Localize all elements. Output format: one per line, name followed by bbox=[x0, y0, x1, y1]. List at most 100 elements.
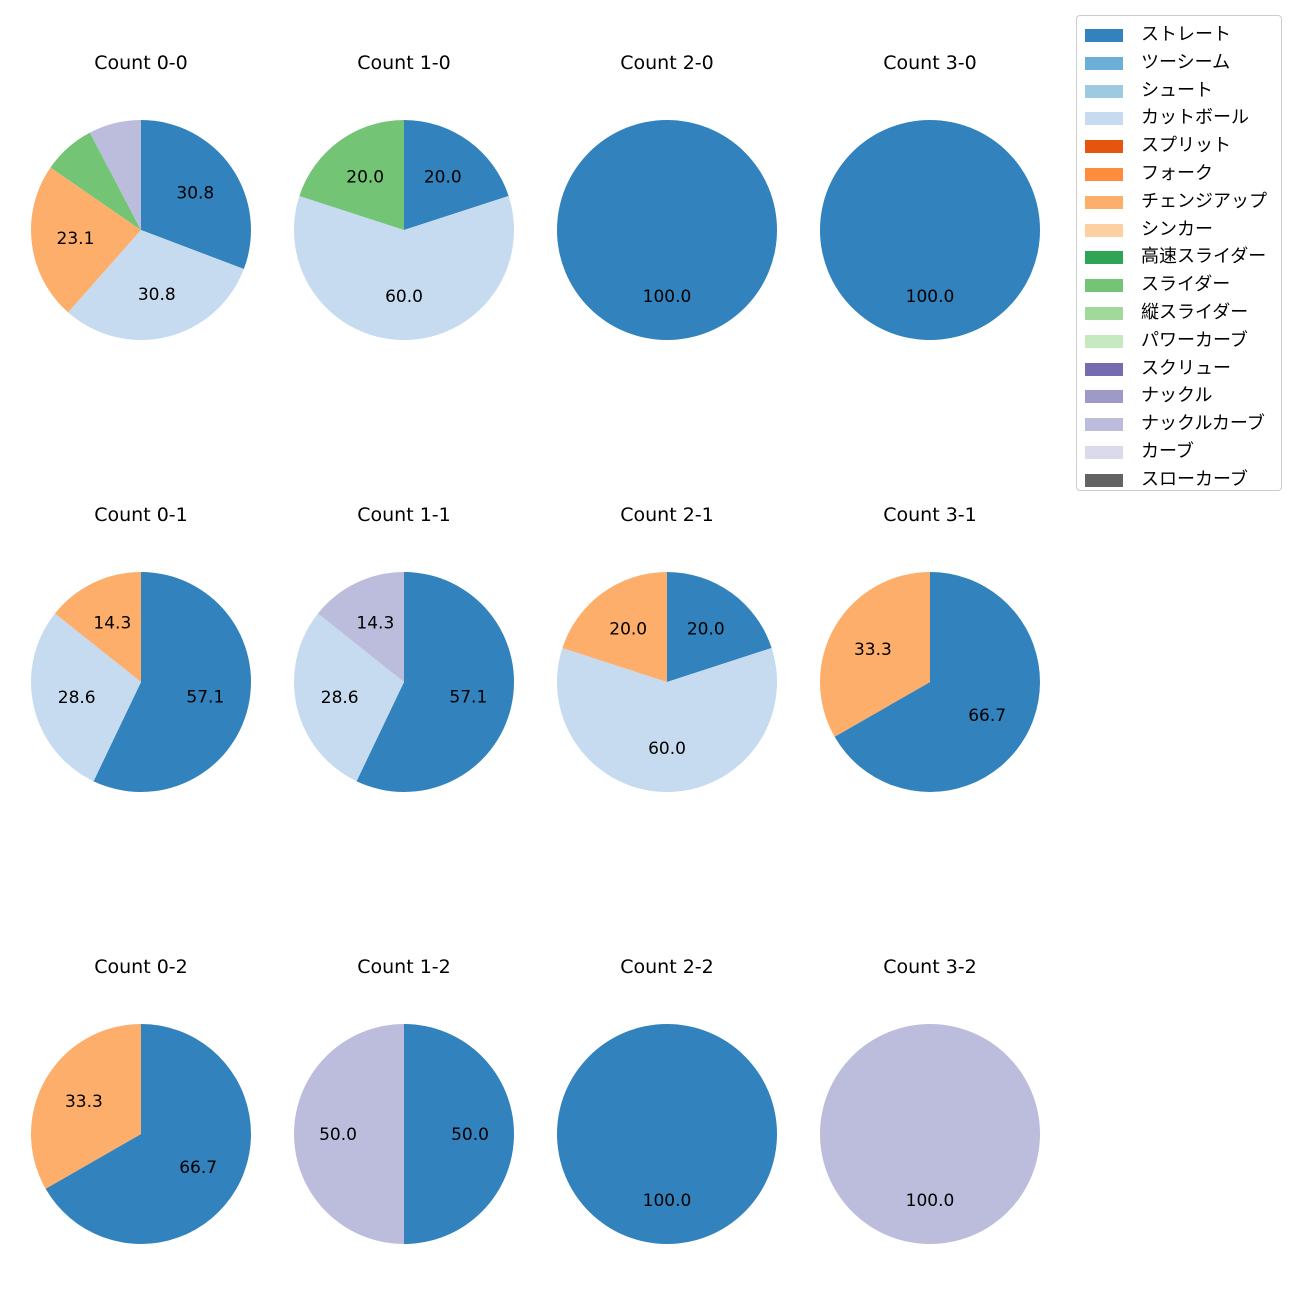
pie-title: Count 0-2 bbox=[94, 956, 188, 978]
legend-swatch bbox=[1085, 279, 1123, 293]
pie-slice bbox=[834, 572, 1040, 792]
legend-swatch bbox=[1085, 251, 1123, 265]
legend-swatch bbox=[1085, 418, 1123, 432]
legend-label: シンカー bbox=[1141, 218, 1213, 240]
legend-item: 縦スライダー bbox=[1077, 299, 1281, 327]
pie-slice-label: 57.1 bbox=[449, 688, 487, 708]
legend-item: 高速スライダー bbox=[1077, 243, 1281, 271]
pie-slice bbox=[356, 571, 515, 792]
pie-slice bbox=[31, 613, 141, 782]
pie-title: Count 1-2 bbox=[357, 956, 451, 978]
legend-label: スクリュー bbox=[1141, 357, 1231, 379]
legend-label: ツーシーム bbox=[1141, 51, 1231, 73]
pie-chart: Count 1-0 20.0 60.0 20.0 bbox=[293, 52, 514, 340]
pie-slice-label: 57.1 bbox=[186, 688, 224, 708]
pie-title: Count 3-1 bbox=[883, 504, 977, 526]
pie-slice-label: 30.8 bbox=[176, 184, 214, 204]
pie-slice bbox=[54, 572, 141, 682]
legend-swatch bbox=[1085, 473, 1123, 487]
pie-title: Count 2-1 bbox=[620, 504, 714, 526]
legend-swatch bbox=[1085, 223, 1123, 237]
pie-slice bbox=[819, 572, 930, 737]
legend-item: スローカーブ bbox=[1077, 466, 1281, 494]
pie-slice bbox=[667, 572, 772, 682]
pie-chart: Count 1-1 57.1 28.6 14.3 bbox=[294, 504, 515, 792]
legend-swatch bbox=[1085, 167, 1123, 181]
legend-item: ストレート bbox=[1077, 21, 1281, 49]
pie-slice-label: 50.0 bbox=[451, 1125, 489, 1145]
legend-label: スローカーブ bbox=[1141, 468, 1248, 490]
legend-label: パワーカーブ bbox=[1141, 329, 1248, 351]
pie-slice-label: 66.7 bbox=[179, 1158, 217, 1178]
pie-slice-label: 33.3 bbox=[854, 640, 892, 660]
legend-item: ナックル bbox=[1077, 382, 1281, 410]
pie-slice-label: 28.6 bbox=[321, 688, 359, 708]
legend-label: ナックルカーブ bbox=[1141, 413, 1265, 435]
pie-chart: Count 0-0 30.8 30.8 23.1 bbox=[30, 52, 251, 341]
legend-swatch bbox=[1085, 334, 1123, 348]
legend-item: チェンジアップ bbox=[1077, 188, 1281, 216]
pie-chart: Count 2-2 100.0 bbox=[557, 956, 777, 1244]
pie-slice bbox=[50, 132, 141, 230]
pie-slice bbox=[89, 119, 141, 230]
pie-slice-label: 14.3 bbox=[93, 614, 131, 634]
legend-label: スプリット bbox=[1141, 135, 1231, 157]
legend-item: スプリット bbox=[1077, 132, 1281, 160]
pie-slice bbox=[93, 571, 252, 792]
legend-item: カットボール bbox=[1077, 104, 1281, 132]
legend-swatch bbox=[1085, 362, 1123, 376]
pie-slice bbox=[557, 1024, 777, 1244]
legend-item: スクリュー bbox=[1077, 355, 1281, 383]
pie-slice-label: 66.7 bbox=[968, 706, 1006, 726]
legend-swatch bbox=[1085, 306, 1123, 320]
pie-chart: Count 2-1 20.0 60.0 20.0 bbox=[557, 504, 777, 792]
pie-chart: Count 2-0 100.0 bbox=[557, 52, 777, 340]
pie-slice-label: 20.0 bbox=[687, 620, 725, 640]
pie-chart: Count 0-1 57.1 28.6 14.3 bbox=[31, 504, 252, 792]
pie-chart: Count 3-0 100.0 bbox=[820, 52, 1040, 340]
pie-chart: Count 1-2 50.0 50.0 bbox=[294, 956, 514, 1244]
legend-item: パワーカーブ bbox=[1077, 327, 1281, 355]
pie-title: Count 3-0 bbox=[883, 52, 977, 74]
pie-slice bbox=[299, 120, 404, 230]
pie-slice-label: 28.6 bbox=[58, 688, 96, 708]
legend-item: ナックルカーブ bbox=[1077, 410, 1281, 438]
legend-label: チェンジアップ bbox=[1141, 190, 1267, 212]
pie-slice-label: 20.0 bbox=[346, 168, 384, 188]
pie-slice bbox=[294, 1024, 404, 1244]
pie-slice bbox=[317, 572, 404, 682]
legend-item: カーブ bbox=[1077, 438, 1281, 466]
legend-swatch bbox=[1085, 390, 1123, 404]
pie-title: Count 0-0 bbox=[94, 52, 188, 74]
pie-slice bbox=[820, 1024, 1040, 1244]
pie-title: Count 2-0 bbox=[620, 52, 714, 74]
legend-label: 高速スライダー bbox=[1141, 246, 1267, 268]
pie-slice bbox=[45, 1024, 251, 1244]
pie-slice-label: 33.3 bbox=[65, 1092, 103, 1112]
pie-slice-label: 100.0 bbox=[906, 1191, 955, 1211]
pie-slice bbox=[557, 120, 777, 340]
pie-slice bbox=[557, 648, 777, 792]
pie-slice bbox=[293, 196, 514, 340]
pie-slice-label: 60.0 bbox=[385, 287, 423, 307]
pie-slice-label: 100.0 bbox=[643, 287, 692, 307]
pie-slice bbox=[141, 120, 251, 270]
pie-slice bbox=[562, 572, 667, 682]
legend: ストレート ツーシーム シュート カットボール スプリット フォーク チェンジアップ シンカー… bbox=[1076, 15, 1282, 491]
pie-title: Count 0-1 bbox=[94, 504, 188, 526]
legend-label: ストレート bbox=[1141, 24, 1231, 45]
pie-slice bbox=[294, 613, 404, 782]
pie-slice bbox=[820, 120, 1040, 340]
legend-item: シンカー bbox=[1077, 216, 1281, 244]
pie-slice-label: 20.0 bbox=[609, 620, 647, 640]
pie-slice bbox=[404, 120, 509, 230]
pie-slice-label: 100.0 bbox=[906, 287, 955, 307]
legend-label: スライダー bbox=[1141, 274, 1231, 296]
pie-chart: Count 3-2 100.0 bbox=[820, 956, 1040, 1244]
legend-label: カットボール bbox=[1141, 107, 1249, 129]
pie-chart: Count 0-2 66.7 33.3 bbox=[30, 956, 251, 1244]
legend-swatch bbox=[1085, 112, 1123, 126]
legend-swatch bbox=[1085, 445, 1123, 459]
legend-label: 縦スライダー bbox=[1141, 301, 1249, 323]
